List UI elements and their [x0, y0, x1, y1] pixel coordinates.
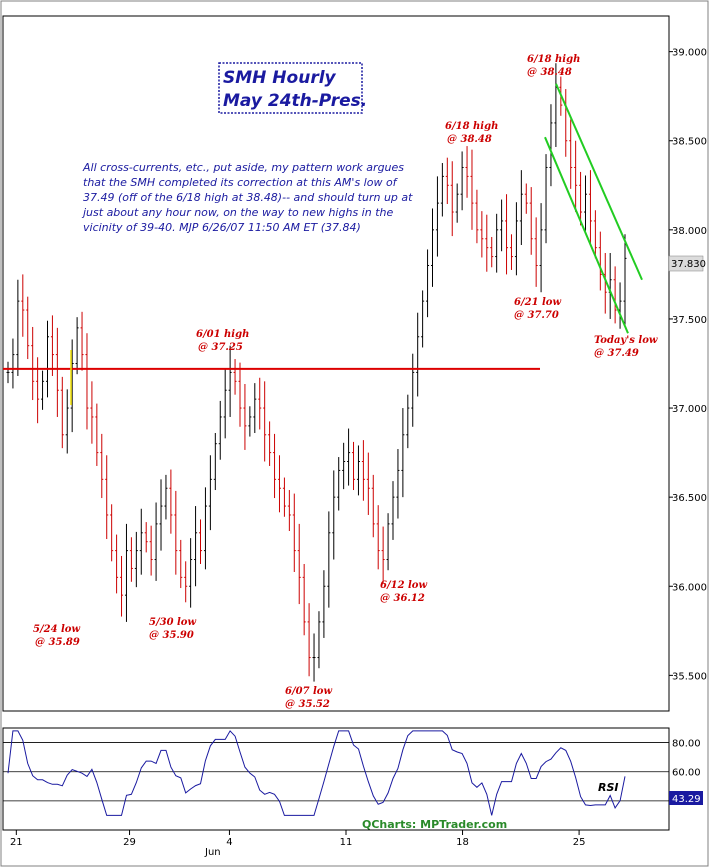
title-line-2: May 24th-Pres. — [223, 91, 367, 111]
annotation-6-07-low: 6/07 low @ 35.52 — [285, 686, 332, 710]
title-box — [218, 62, 363, 114]
annotation-label: 6/21 low — [514, 297, 561, 308]
annotation-value: @ 35.90 — [149, 630, 194, 641]
price-bars — [6, 63, 627, 682]
annotation-label: 5/30 low — [149, 617, 196, 628]
annotation-label: 6/18 high — [527, 54, 580, 65]
x-tick-label: 21 — [10, 837, 23, 848]
annotation-value: @ 35.89 — [35, 637, 80, 648]
annotation-label: 6/12 low — [380, 580, 427, 591]
annotation-label: 6/07 low — [285, 686, 332, 697]
annotation-value: @ 37.25 — [198, 342, 243, 353]
rsi-label: RSI — [598, 781, 619, 794]
y-tick-label: 39.000 — [672, 48, 707, 59]
x-tick-label: 4 — [226, 837, 232, 848]
annotation-6-01-high: 6/01 high @ 37.25 — [196, 329, 249, 353]
annotation-value: @ 35.52 — [285, 699, 330, 710]
annotation-value: @ 37.49 — [594, 348, 639, 359]
annotation-6-18-high-a: 6/18 high @ 38.48 — [445, 121, 498, 145]
annotation-5-24-low: 5/24 low @ 35.89 — [33, 624, 80, 648]
rsi-line — [7, 730, 626, 816]
x-tick-label: 11 — [340, 837, 353, 848]
annotation-5-30-low: 5/30 low @ 35.90 — [149, 617, 196, 641]
rsi-last-tag — [669, 791, 703, 805]
channel-lower-line — [544, 136, 629, 334]
annotation-6-12-low: 6/12 low @ 36.12 — [380, 580, 427, 604]
last-price-label: 37.830 — [671, 259, 706, 270]
x-tick-label: 25 — [573, 837, 586, 848]
annotation-label: 6/01 high — [196, 329, 249, 340]
commentary-line-2: that the SMH completed its correction at… — [83, 176, 399, 189]
annotation-value: @ 38.48 — [447, 134, 492, 145]
commentary-line-5: vicinity of 39-40. MJP 6/26/07 11:50 AM … — [83, 221, 361, 234]
commentary-line-4: just about any hour now, on the way to n… — [81, 206, 393, 219]
rsi-level-label: 60.00 — [672, 768, 701, 779]
x-tick-label: 18 — [456, 837, 469, 848]
y-tick-label: 37.000 — [672, 404, 707, 415]
y-tick-label: 36.500 — [672, 493, 707, 504]
credit-text: QCharts: MPTrader.com — [362, 818, 507, 831]
annotation-label: 5/24 low — [33, 624, 80, 635]
rsi-levels: 80.00 60.00 — [3, 739, 701, 802]
commentary-line-1: All cross-currents, etc., put aside, my … — [82, 161, 404, 174]
annotation-6-21-low: 6/21 low @ 37.70 — [514, 297, 561, 321]
rsi-level-label: 80.00 — [672, 739, 701, 750]
annotation-label: Today's low — [594, 335, 658, 346]
y-tick-label: 38.000 — [672, 226, 707, 237]
title-line-1: SMH Hourly — [223, 68, 337, 88]
y-axis: 35.500 36.000 36.500 37.000 37.500 38.000 38.5… — [669, 48, 707, 682]
rsi-last-value: 43.29 — [672, 794, 701, 805]
annotation-value: @ 37.70 — [514, 310, 559, 321]
commentary-line-3: 37.49 (off of the 6/18 high at 38.48)-- … — [83, 191, 413, 204]
y-tick-label: 37.500 — [672, 315, 707, 326]
annotation-todays-low: Today's low @ 37.49 — [594, 335, 658, 359]
rsi-plot-area — [2, 727, 670, 831]
annotation-value: @ 38.48 — [527, 67, 572, 78]
x-tick-label: 29 — [123, 837, 136, 848]
x-axis: 21 29 4 11 18 25 — [10, 830, 586, 848]
y-tick-label: 35.500 — [672, 671, 707, 682]
annotation-6-18-high-b: 6/18 high @ 38.48 — [527, 54, 580, 78]
annotation-value: @ 36.12 — [380, 593, 425, 604]
y-tick-label: 38.500 — [672, 137, 707, 148]
main-plot-area — [2, 15, 670, 712]
last-price-tag — [668, 255, 704, 272]
annotation-label: 6/18 high — [445, 121, 498, 132]
channel-upper-line — [555, 83, 643, 281]
month-label: Jun — [204, 847, 221, 858]
y-tick-label: 36.000 — [672, 582, 707, 593]
